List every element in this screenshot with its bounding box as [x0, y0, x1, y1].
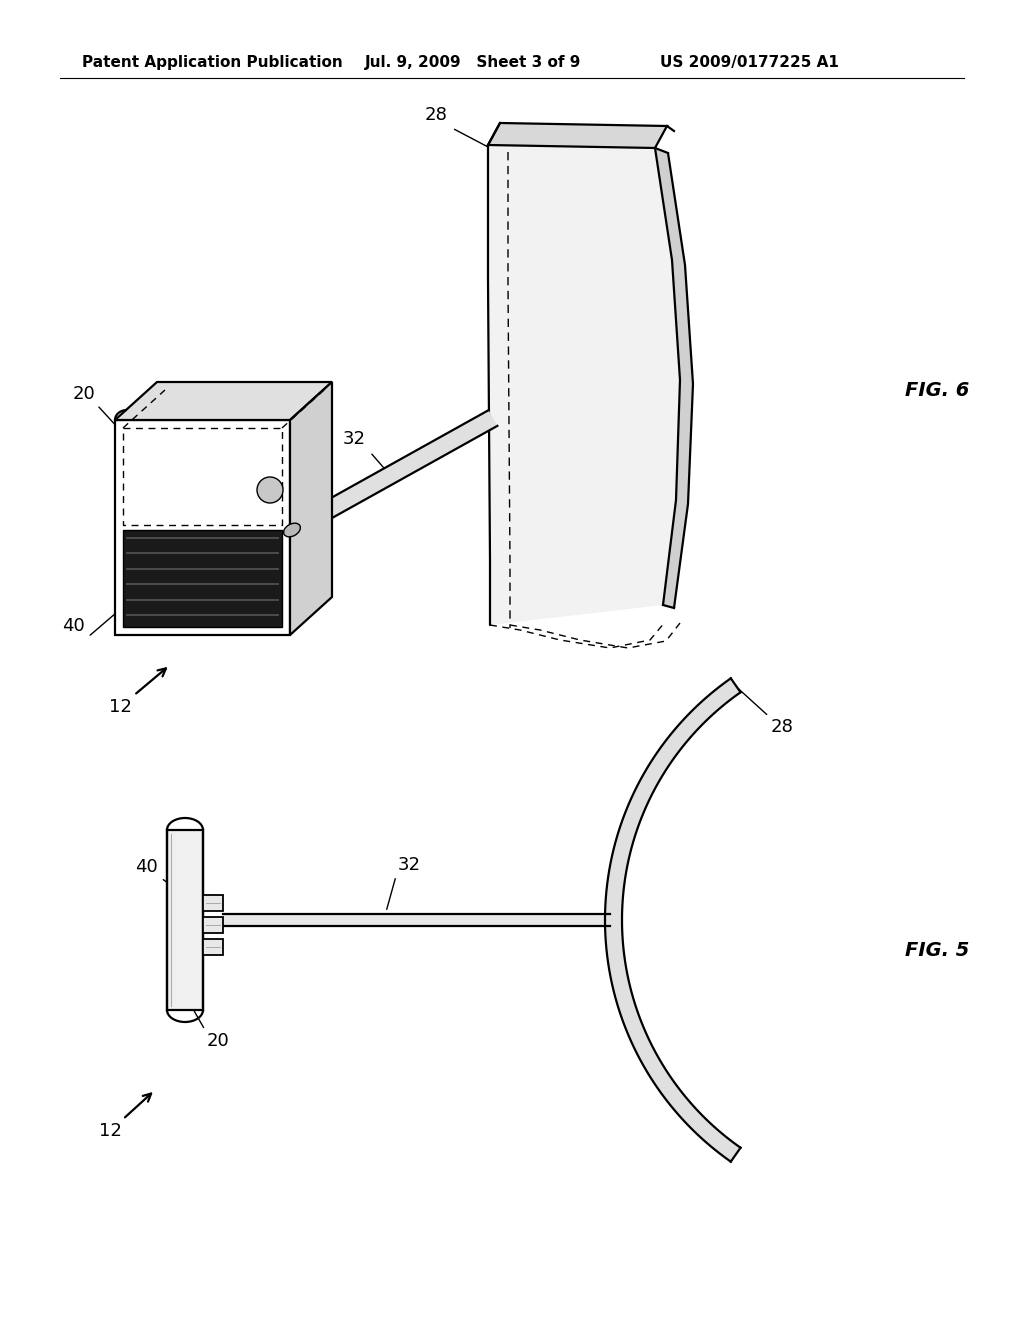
Text: 40: 40	[62, 616, 85, 635]
Ellipse shape	[284, 523, 300, 537]
Text: US 2009/0177225 A1: US 2009/0177225 A1	[660, 54, 839, 70]
Text: 12: 12	[98, 1093, 152, 1140]
Text: 20: 20	[207, 1032, 229, 1049]
Polygon shape	[203, 895, 223, 911]
Text: 32: 32	[343, 430, 366, 447]
Text: FIG. 5: FIG. 5	[905, 940, 970, 960]
Text: Jul. 9, 2009   Sheet 3 of 9: Jul. 9, 2009 Sheet 3 of 9	[365, 54, 582, 70]
Polygon shape	[123, 531, 282, 627]
Text: 12: 12	[109, 668, 166, 715]
Text: 28: 28	[771, 718, 794, 737]
Text: Patent Application Publication: Patent Application Publication	[82, 54, 343, 70]
Polygon shape	[655, 148, 693, 609]
Text: FIG. 6: FIG. 6	[905, 380, 970, 400]
Polygon shape	[488, 123, 667, 148]
Polygon shape	[203, 939, 223, 954]
Polygon shape	[167, 830, 203, 1010]
Polygon shape	[605, 678, 740, 1162]
Polygon shape	[115, 420, 290, 635]
Polygon shape	[203, 917, 223, 933]
Polygon shape	[488, 145, 680, 624]
Polygon shape	[115, 381, 332, 420]
Polygon shape	[288, 411, 498, 537]
Text: 32: 32	[398, 855, 421, 874]
Circle shape	[257, 477, 283, 503]
Polygon shape	[290, 381, 332, 635]
Text: 20: 20	[73, 385, 95, 403]
Text: 40: 40	[135, 858, 158, 876]
Text: 28: 28	[425, 106, 449, 124]
